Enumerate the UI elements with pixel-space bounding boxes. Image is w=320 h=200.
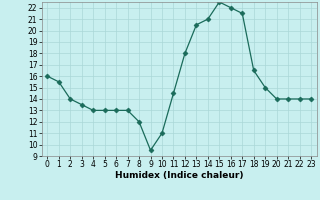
X-axis label: Humidex (Indice chaleur): Humidex (Indice chaleur) xyxy=(115,171,244,180)
